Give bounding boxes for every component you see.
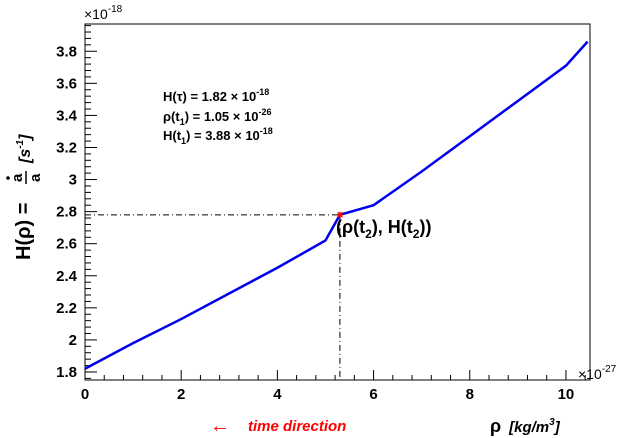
annotation-2-exp: -26 <box>258 107 271 117</box>
plot-frame <box>84 23 591 381</box>
x-tick-label: 2 <box>177 386 185 403</box>
annotation-3-label: H(t <box>163 128 182 143</box>
annotation-3-base: 10 <box>242 128 260 143</box>
annotation-2-times: × <box>233 109 241 124</box>
annotation-line-3: H(t1) = 3.88 × 10-18 <box>163 126 273 146</box>
point-label-sub-1: 2 <box>365 227 372 241</box>
x-axis-symbol: ρ <box>490 416 501 436</box>
y-scale-text: ×10 <box>84 6 108 22</box>
x-axis-unit-exp: 3 <box>549 417 555 428</box>
x-scale-text: ×10 <box>578 366 602 382</box>
x-tick-label: 6 <box>369 386 377 403</box>
annotation-2-label: ρ(t <box>163 109 180 124</box>
point-label-part-1: (ρ(t <box>336 217 365 237</box>
y-axis-label: H(ρ) = a a [s-1] <box>6 134 44 260</box>
time-direction-arrow: ← <box>210 415 230 437</box>
y-axis-unit-open: [s <box>17 149 34 164</box>
annotation-1-base: 10 <box>238 89 256 104</box>
x-tick-label: 0 <box>81 386 89 403</box>
series-line <box>84 40 589 370</box>
x-axis-unit-open: [kg/m <box>508 419 549 436</box>
y-axis-label-numerator: a <box>9 173 26 182</box>
y-tick-label: 3.6 <box>56 75 77 92</box>
y-ticks: 1.8 2 2.2 2.4 2.6 2.8 3 3.2 3.4 3.6 3.8 <box>56 25 97 381</box>
annotation-3-sub: 1 <box>181 136 186 146</box>
y-axis-label-dot <box>6 176 10 180</box>
marker-stroke-d2 <box>336 211 343 218</box>
annotation-3-times: × <box>234 128 242 143</box>
annotation-1-exp: -18 <box>256 87 269 97</box>
y-axis-label-unit: [s-1] <box>15 134 34 164</box>
x-tick-label: 4 <box>273 386 282 403</box>
y-scale-label: ×10-18 <box>84 4 123 22</box>
point-label-part-2: ), H(t <box>372 217 413 237</box>
x-scale-exp: -27 <box>602 364 617 375</box>
x-tick-label: 8 <box>466 386 474 403</box>
x-tick-label: 10 <box>558 386 575 403</box>
annotation-1-times: × <box>231 89 239 104</box>
y-scale-exp: -18 <box>108 4 123 15</box>
annotation-1-label: H(τ) = 1.82 <box>163 89 231 104</box>
x-axis-unit-close: ] <box>553 419 561 436</box>
annotation-3-exp: -18 <box>260 126 273 136</box>
y-axis-unit-close: ] <box>17 134 34 142</box>
y-tick-label: 2.8 <box>56 204 77 221</box>
y-tick-label: 2.6 <box>56 236 77 253</box>
x-ticks: 0 2 4 6 8 10 <box>81 370 586 403</box>
y-tick-label: 3.4 <box>56 107 78 124</box>
y-axis-label-denominator: a <box>27 173 44 182</box>
y-tick-label: 2.4 <box>56 268 78 285</box>
y-axis-unit-exp: -1 <box>15 139 26 148</box>
y-axis-label-prefix: H(ρ) = <box>13 203 35 260</box>
point-label-part-3: )) <box>419 217 431 237</box>
y-tick-label: 3 <box>69 172 77 189</box>
annotation-2-sub: 1 <box>180 117 185 127</box>
y-tick-label: 2 <box>69 332 77 349</box>
point-marker <box>336 211 343 218</box>
y-tick-label: 3.8 <box>56 43 77 60</box>
annotation-3-after: ) = 3.88 <box>186 128 234 143</box>
y-tick-label: 1.8 <box>56 364 77 381</box>
point-label: (ρ(t2), H(t2)) <box>336 217 431 241</box>
annotation-line-1: H(τ) = 1.82 × 10-18 <box>163 87 269 104</box>
annotation-2-base: 10 <box>240 109 258 124</box>
x-scale-label: ×10-27 <box>578 364 617 382</box>
x-axis-label: ρ [kg/m3] <box>490 416 561 436</box>
y-tick-label: 3.2 <box>56 139 77 156</box>
time-direction-label: time direction <box>248 418 346 435</box>
y-tick-label: 2.2 <box>56 300 77 317</box>
annotation-line-2: ρ(t1) = 1.05 × 10-26 <box>163 107 271 127</box>
point-label-sub-2: 2 <box>413 227 420 241</box>
annotation-2-after: ) = 1.05 <box>185 109 233 124</box>
